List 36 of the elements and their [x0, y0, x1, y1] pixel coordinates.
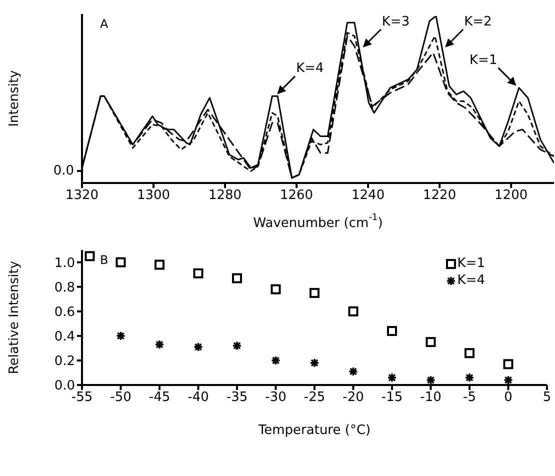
- x-axis-title: Temperature (°C): [257, 422, 371, 438]
- x-tick-label: 1200: [494, 188, 528, 204]
- x-tick-label: 1220: [423, 188, 456, 204]
- annotation: K=1: [470, 52, 498, 68]
- x-tick-label: -45: [148, 390, 170, 406]
- x-tick-label: 1300: [136, 188, 170, 204]
- x-tick-label: -5: [463, 390, 476, 406]
- x-tick-label: -50: [110, 390, 132, 406]
- x-tick-label: -35: [226, 390, 248, 406]
- x-tick-label: 5: [542, 390, 552, 406]
- y-tick-label: 0.4: [54, 330, 75, 345]
- x-tick-label: 1320: [65, 188, 99, 204]
- x-tick-label: -10: [420, 390, 442, 406]
- y-tick-label: 0.6: [54, 304, 75, 320]
- annotation: K=4: [296, 61, 324, 76]
- annotation: K=2: [464, 14, 492, 30]
- y-tick-label: 0.8: [54, 280, 75, 296]
- annotation: B: [100, 253, 108, 267]
- x-tick-label: 0: [504, 390, 512, 406]
- x-tick-label: 1240: [352, 188, 385, 204]
- x-tick-label: -20: [342, 390, 364, 406]
- y-tick-label: 0.2: [54, 354, 75, 370]
- x-tick-label: 1260: [280, 188, 314, 204]
- annotation: K=3: [382, 14, 410, 30]
- y-axis-title: Relative Intensity: [6, 260, 22, 374]
- x-tick-label: -40: [188, 390, 209, 406]
- x-tick-label: 1280: [208, 188, 242, 204]
- x-tick-label: -25: [304, 390, 326, 406]
- x-axis-title: Wavenumber (cm$^{-1}$): [253, 213, 383, 231]
- x-tick-label: -30: [265, 390, 286, 406]
- y-axis-title: Intensity: [6, 70, 22, 127]
- legend-label: K=1: [457, 255, 485, 272]
- legend-label: K=4: [457, 272, 485, 289]
- annotation: A: [100, 17, 109, 31]
- x-tick-label: -15: [381, 390, 403, 406]
- y-tick-label: 1.0: [54, 256, 75, 271]
